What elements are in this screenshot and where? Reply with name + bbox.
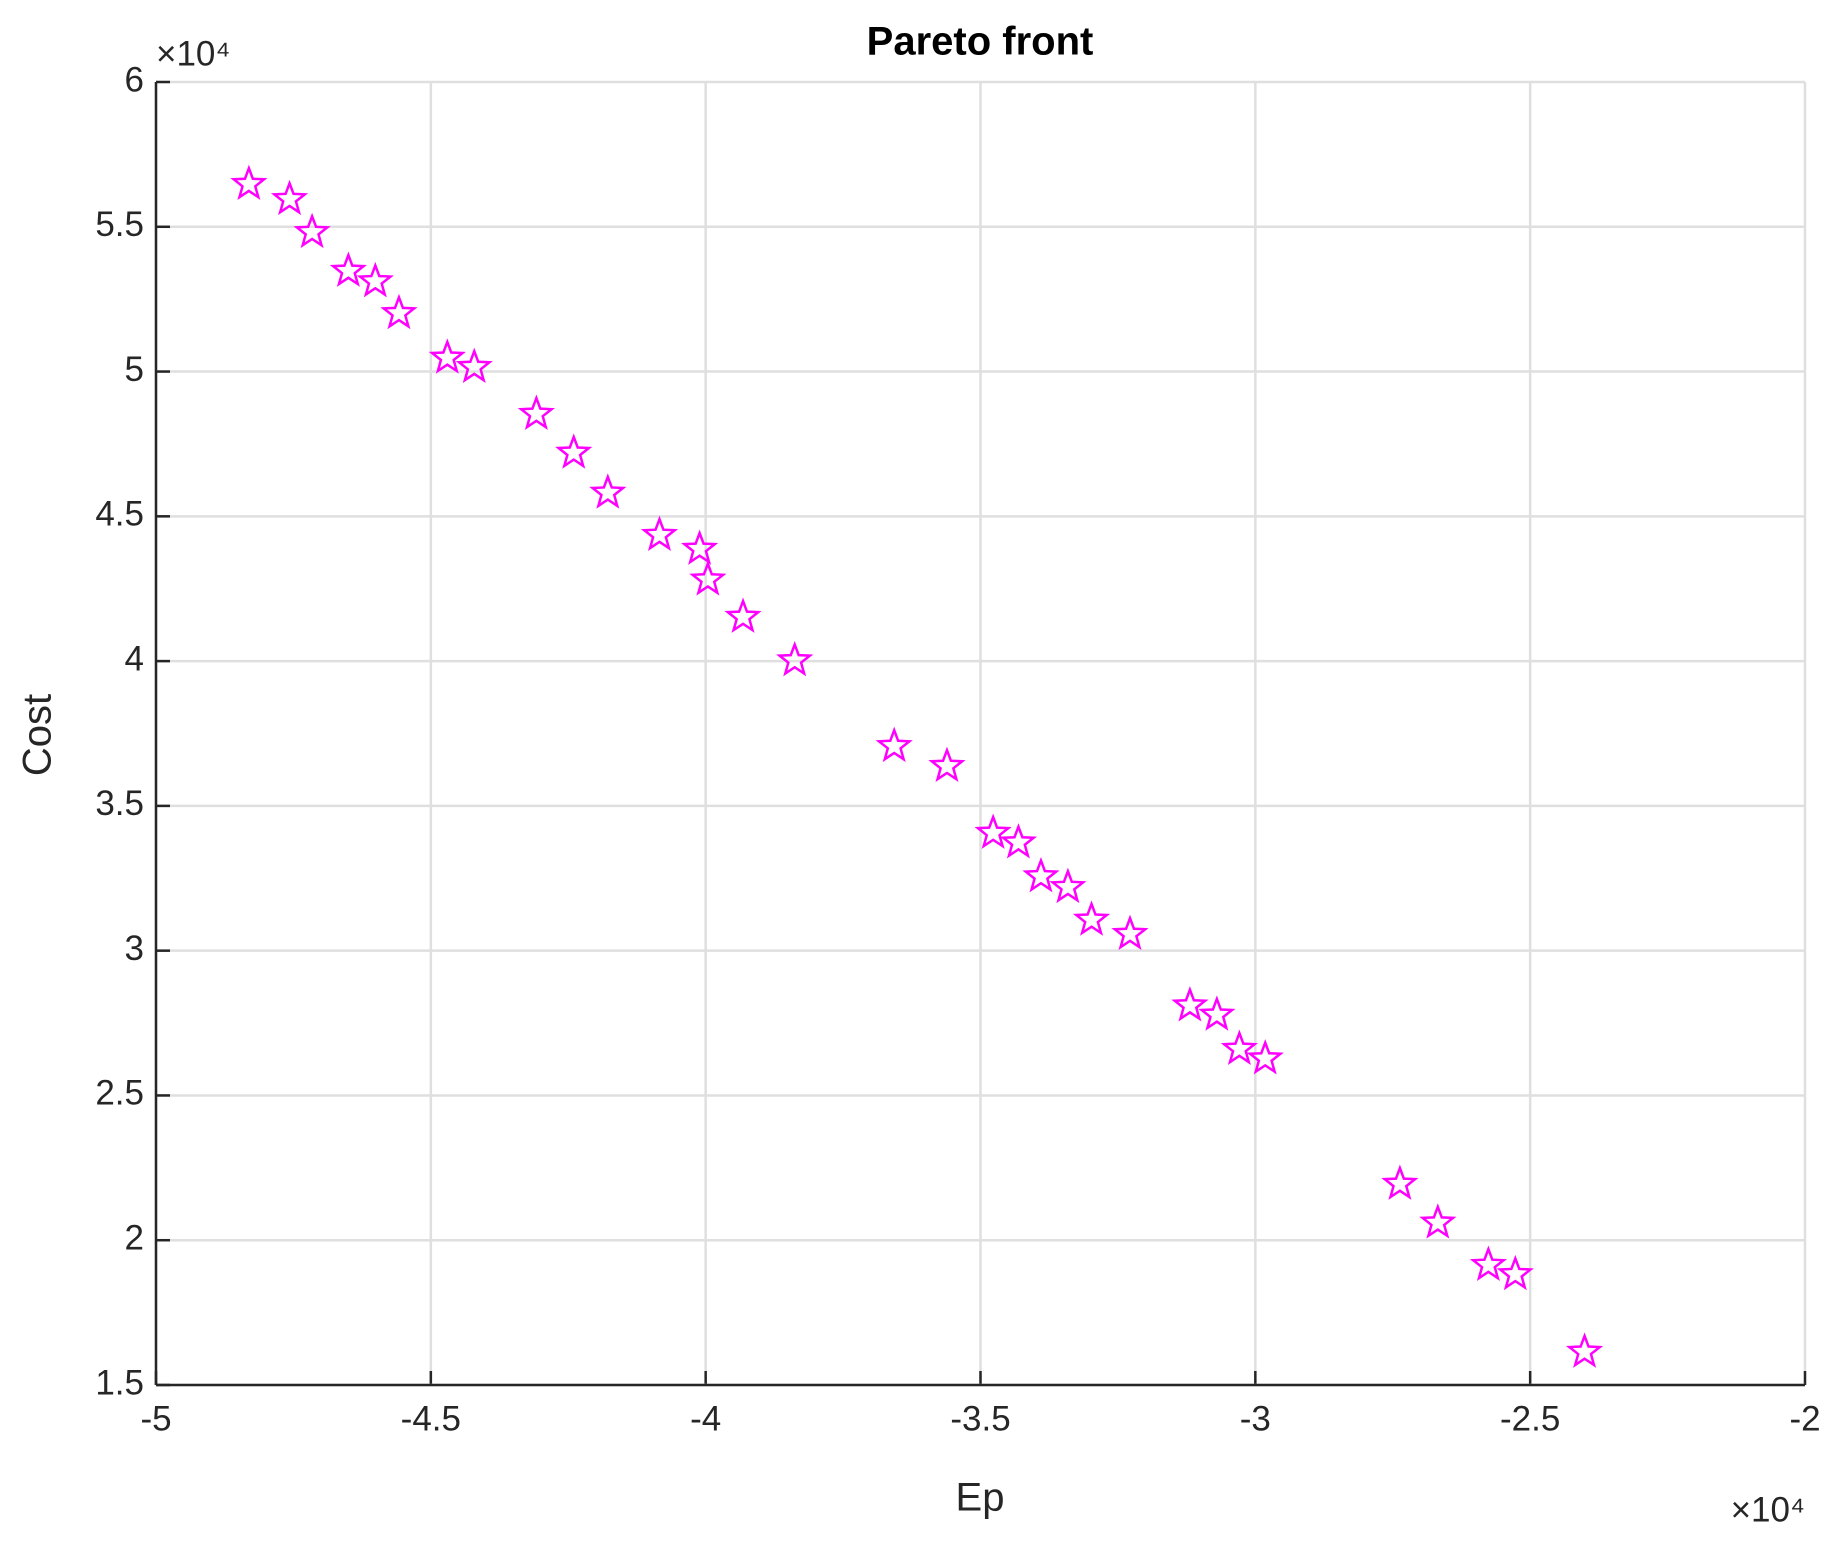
x-tick-label: -2 [1789,1399,1820,1438]
star-marker [1565,1332,1604,1368]
x-tick-label: -4.5 [401,1399,461,1438]
y-tick-label: 6 [125,60,144,99]
star-marker [555,433,593,469]
star-marker [1072,900,1111,936]
y-tick-label: 5 [125,350,144,389]
star-marker [1381,1164,1419,1200]
star-marker [517,394,555,430]
y-tick-label: 4.5 [95,495,144,534]
star-marker [1469,1245,1508,1281]
star-marker [875,726,913,763]
star-marker [974,813,1012,849]
chart-title: Pareto front [867,20,1094,64]
x-exponent: ×10⁴ [1731,1490,1805,1529]
star-marker [1171,986,1209,1022]
star-marker [455,347,493,384]
star-marker [380,293,418,330]
star-marker [1198,995,1236,1031]
y-tick-label: 2.5 [95,1074,144,1113]
y-tick-label: 1.5 [95,1363,144,1402]
star-marker [724,597,762,633]
x-tick-label: -3.5 [950,1399,1010,1438]
star-marker [428,338,466,374]
y-tick-label: 5.5 [95,205,144,244]
star-marker [1246,1039,1284,1075]
star-marker [776,640,814,677]
star-marker [1022,856,1060,893]
star-marker [1220,1029,1259,1065]
star-marker [640,515,679,551]
x-tick-label: -2.5 [1500,1399,1560,1438]
x-tick-label: -5 [140,1399,171,1438]
star-marker [356,261,394,298]
y-axis-label: Cost [16,694,60,776]
y-tick-label: 3 [125,929,144,968]
x-axis-label: Ep [956,1476,1005,1520]
star-marker [1049,867,1087,904]
star-marker [293,212,331,249]
star-marker [589,473,627,509]
star-marker [681,529,719,565]
y-tick-label: 2 [125,1218,144,1257]
star-marker [928,746,966,783]
y-exponent: ×10⁴ [156,34,230,73]
x-tick-label: -3 [1240,1399,1271,1438]
star-marker [1111,914,1149,950]
star-marker [270,179,309,216]
star-marker [1496,1254,1534,1291]
star-marker [329,251,367,287]
star-marker [689,560,727,596]
star-marker [230,164,268,201]
y-tick-label: 3.5 [95,784,144,823]
y-tick-label: 4 [125,639,144,678]
x-tick-label: -4 [690,1399,721,1438]
star-marker [999,823,1038,859]
star-marker [1419,1203,1457,1239]
